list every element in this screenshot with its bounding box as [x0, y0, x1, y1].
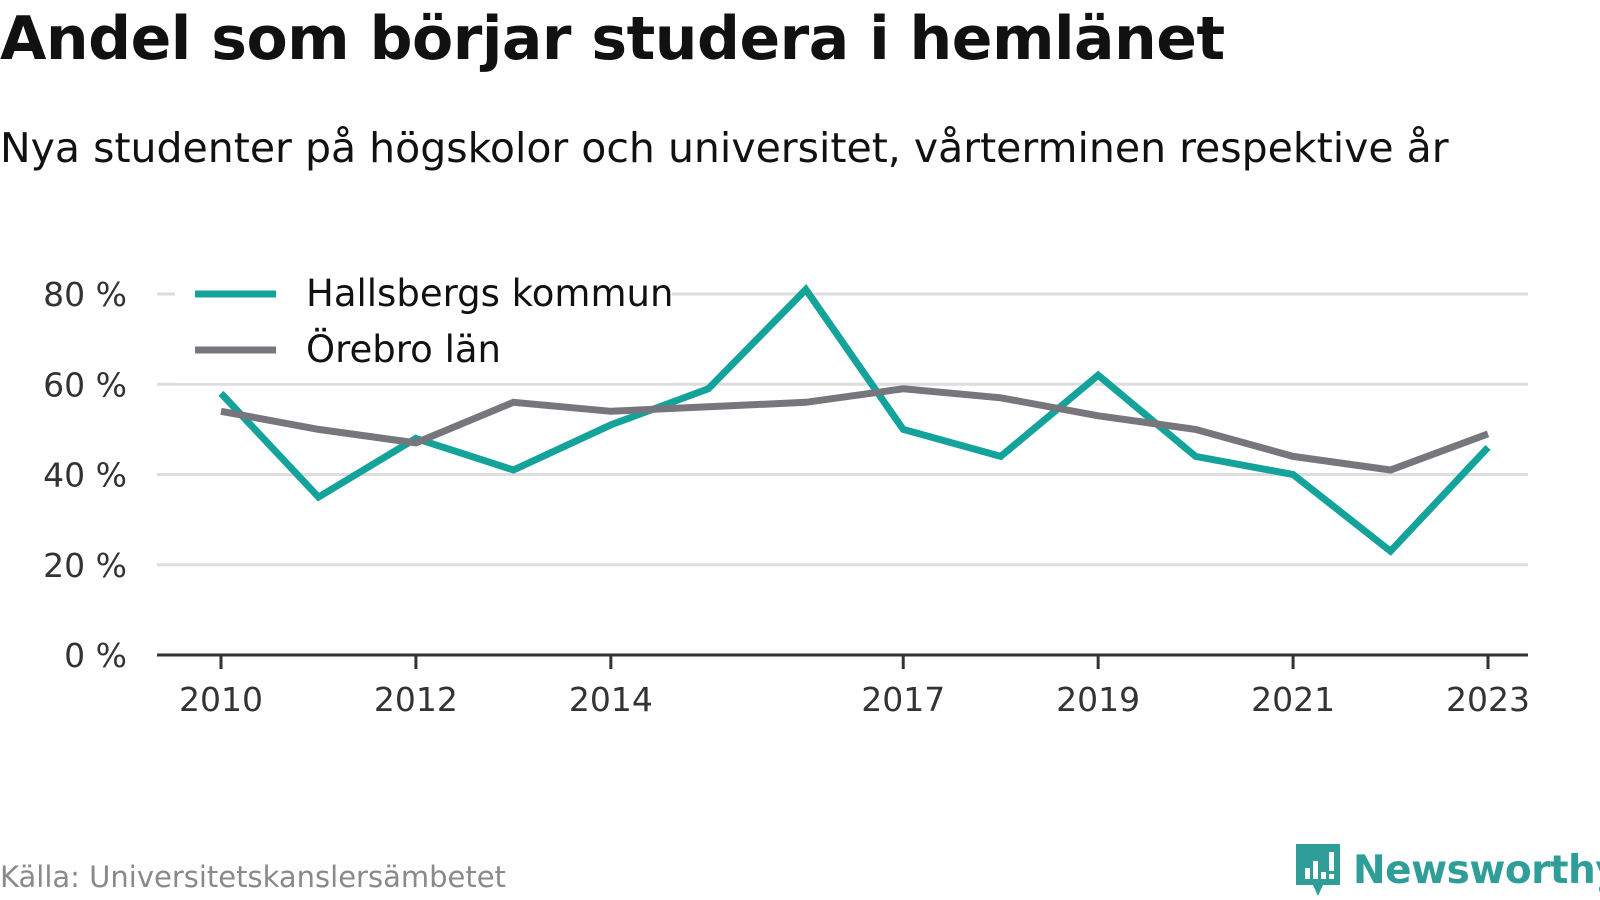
series-line-orebro-lan: [220, 385, 1490, 474]
x-tick-label: 2021: [1251, 680, 1335, 719]
legend-label-hallsbergs-kommun: Hallsbergs kommun: [306, 272, 673, 315]
x-tick-label: 2017: [861, 680, 945, 719]
x-tick-label: 2010: [179, 680, 263, 719]
y-axis-ticks: 0 % 20 % 40 % 60 % 80 %: [43, 275, 127, 675]
newsworthy-logo-icon: [1296, 844, 1340, 896]
series-lines: [218, 284, 1491, 556]
x-tick-label: 2023: [1446, 680, 1530, 719]
y-tick-label: 20 %: [43, 546, 127, 585]
chart-title: Andel som börjar studera i hemlänet: [0, 4, 1225, 74]
chart-subtitle: Nya studenter på högskolor och universit…: [0, 124, 1449, 172]
brand-name: Newsworthy: [1353, 847, 1600, 893]
legend-background: [175, 268, 672, 383]
legend: Hallsbergs kommun Örebro län: [175, 268, 673, 383]
x-axis: 2010 2012 2014 2017 2019 2021 2023: [157, 653, 1530, 719]
newsworthy-logo: Newsworthy: [1293, 840, 1600, 900]
y-tick-label: 0 %: [64, 636, 127, 675]
y-tick-label: 80 %: [43, 275, 127, 314]
legend-label-orebro-lan: Örebro län: [306, 328, 501, 371]
x-tick-label: 2014: [569, 680, 653, 719]
y-tick-label: 40 %: [43, 456, 127, 495]
source-note: Källa: Universitetskanslersämbetet: [0, 860, 506, 894]
x-tick-label: 2012: [374, 680, 458, 719]
x-tick-label: 2019: [1056, 680, 1140, 719]
series-line-hallsbergs-kommun: [218, 284, 1491, 556]
y-tick-label: 60 %: [43, 365, 127, 404]
